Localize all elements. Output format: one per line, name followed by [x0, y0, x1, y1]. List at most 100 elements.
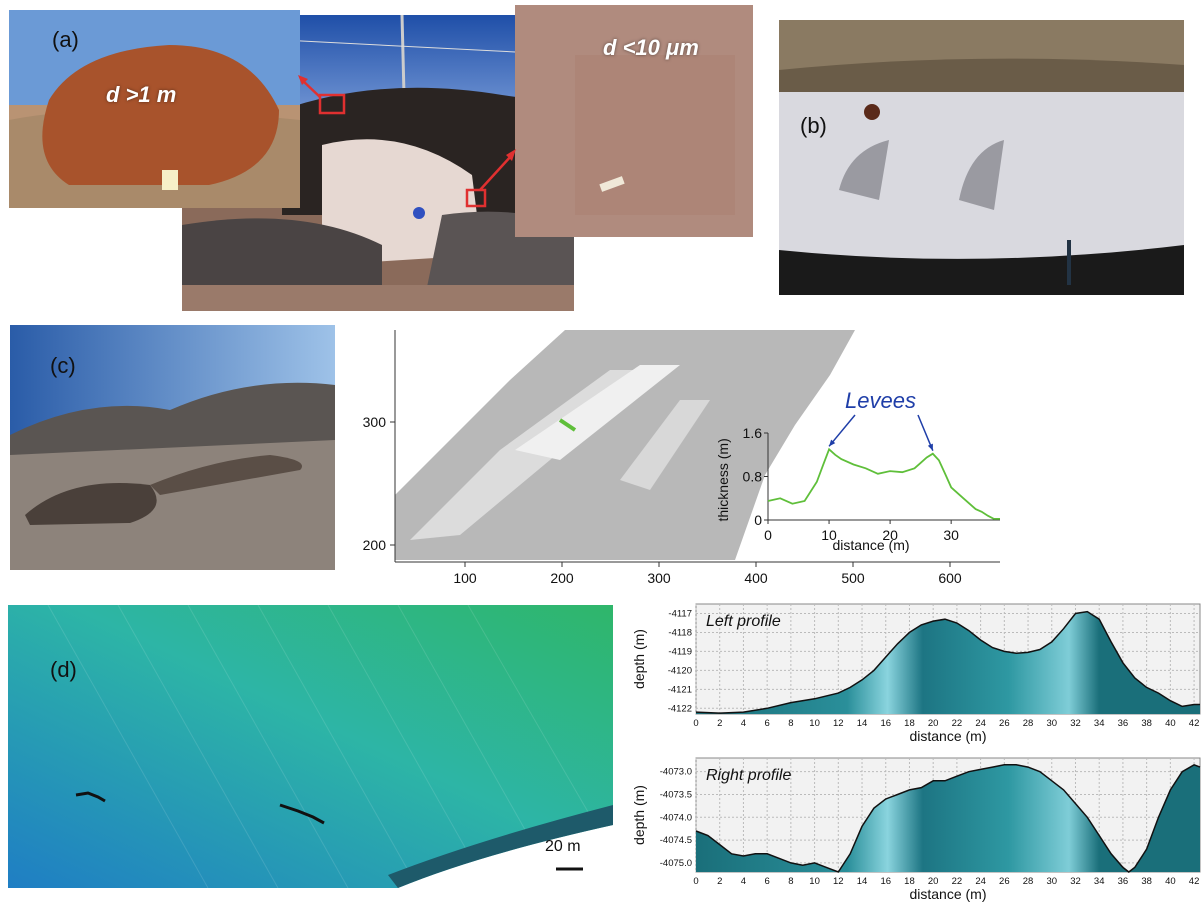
- profile-x-tick-label: 12: [833, 876, 844, 887]
- thickness-series-line: [767, 447, 1000, 520]
- profile-x-tick-label: 8: [788, 718, 793, 729]
- profile-x-tick-label: 38: [1141, 718, 1152, 729]
- profile-x-axis-title: distance (m): [909, 886, 986, 902]
- profile-x-tick-label: 16: [880, 876, 891, 887]
- thickness-x-tick-label: 0: [764, 527, 772, 543]
- thickness-y-tick-label: 1.6: [743, 425, 763, 441]
- profile-y-axis-title: depth (m): [631, 785, 647, 845]
- profile-x-tick-label: 20: [928, 718, 939, 729]
- dem-y-tick-label: 200: [363, 537, 387, 553]
- levee-arrow-left: [828, 414, 856, 447]
- fines-photo: [515, 5, 753, 237]
- profile-area: [696, 611, 1200, 714]
- profile-y-tick-label: -4073.5: [660, 789, 692, 800]
- profile-title: Left profile: [706, 613, 781, 630]
- profile-y-tick-label: -4117: [668, 608, 692, 619]
- thickness-chart: 0 10 20 30 0 0.8 1.6 distance (m) thickness (m) L…: [715, 388, 1000, 553]
- profile-y-tick-label: -4119: [668, 646, 692, 657]
- profile-x-axis-title: distance (m): [909, 728, 986, 744]
- profile-x-tick-label: 18: [904, 876, 915, 887]
- dem-x-tick-label: 400: [744, 570, 768, 585]
- thickness-x-tick-label: 10: [821, 527, 837, 543]
- profile-x-tick-label: 10: [809, 876, 820, 887]
- thickness-y-axis-title: thickness (m): [715, 438, 731, 521]
- dem-x-tick-label: 500: [841, 570, 865, 585]
- thickness-x-axis-title: distance (m): [833, 537, 910, 553]
- profile-x-tick-label: 36: [1118, 876, 1129, 887]
- profile-y-tick-label: -4121: [668, 684, 692, 695]
- profile-x-tick-label: 24: [975, 718, 986, 729]
- profile-y-tick-label: -4074.5: [660, 835, 692, 846]
- dem-x-tick-label: 100: [453, 570, 477, 585]
- profile-y-tick-label: -4118: [668, 627, 692, 638]
- profile-x-tick-label: 28: [1023, 876, 1034, 887]
- thickness-x-tick-label: 20: [882, 527, 898, 543]
- boulder-size-label: d >1 m: [106, 82, 177, 107]
- highlight-box-fines: [465, 188, 487, 208]
- profile-x-tick-label: 30: [1046, 718, 1057, 729]
- panel-label-d: (d): [50, 657, 77, 682]
- right-profile-chart: 0 2 4 6 8 10 12 14 16 18 20 22 24 26 28 30 32 34 36 38 40 42-…: [631, 757, 1201, 902]
- profile-x-tick-label: 34: [1094, 876, 1105, 887]
- levee-field-photo: [10, 325, 335, 570]
- profile-x-tick-label: 30: [1046, 876, 1057, 887]
- panel-label-c: (c): [50, 353, 76, 378]
- dem-x-tick-label: 200: [550, 570, 574, 585]
- profile-x-tick-label: 26: [999, 876, 1010, 887]
- profile-x-tick-label: 10: [809, 718, 820, 729]
- profile-x-tick-label: 22: [952, 876, 963, 887]
- bathymetry-map: [8, 605, 613, 888]
- profile-x-tick-label: 4: [741, 876, 746, 887]
- profile-x-tick-label: 2: [717, 876, 722, 887]
- profile-x-tick-label: 6: [765, 876, 770, 887]
- panel-label-b: (b): [800, 113, 827, 138]
- profile-x-tick-label: 32: [1070, 876, 1081, 887]
- profile-y-axis-title: depth (m): [631, 629, 647, 689]
- fines-size-label: d <10 μm: [603, 35, 699, 60]
- profile-x-tick-label: 40: [1165, 718, 1176, 729]
- profile-x-tick-label: 32: [1070, 718, 1081, 729]
- profile-x-tick-label: 14: [857, 718, 868, 729]
- profile-x-tick-label: 42: [1189, 876, 1200, 887]
- thickness-y-tick-label: 0: [754, 512, 762, 528]
- thickness-y-tick-label: 0.8: [743, 469, 763, 485]
- profile-line: [695, 763, 1201, 873]
- dem-y-tick-label: 300: [363, 414, 387, 430]
- profile-area: [696, 764, 1200, 872]
- profile-x-tick-label: 2: [717, 718, 722, 729]
- profile-line: [695, 610, 1200, 714]
- profile-x-tick-label: 12: [833, 718, 844, 729]
- levee-arrow-right-head: [927, 443, 933, 451]
- profile-x-tick-label: 4: [741, 718, 746, 729]
- profile-x-tick-label: 6: [765, 718, 770, 729]
- profile-transect-line: [558, 418, 577, 432]
- highlight-arrow-fines: [479, 154, 513, 191]
- profile-y-tick-label: -4075.0: [660, 858, 692, 869]
- highlight-annotations: [298, 75, 516, 208]
- profile-y-tick-label: -4120: [668, 665, 692, 676]
- dem-x-tick-label: 600: [938, 570, 962, 585]
- right-profile-trace: [279, 803, 325, 825]
- highlight-box-boulder: [318, 93, 346, 115]
- profile-x-tick-label: 40: [1165, 876, 1176, 887]
- deposit-photo: [779, 20, 1184, 295]
- profile-x-tick-label: 42: [1189, 718, 1200, 729]
- profile-x-tick-label: 0: [693, 876, 698, 887]
- thickness-x-tick-label: 30: [943, 527, 959, 543]
- profile-x-tick-label: 38: [1141, 876, 1152, 887]
- profile-title: Right profile: [706, 767, 791, 784]
- profile-y-tick-label: -4074.0: [660, 812, 692, 823]
- panel-label-a: (a): [52, 27, 79, 52]
- profile-x-tick-label: 22: [952, 718, 963, 729]
- profile-x-tick-label: 34: [1094, 718, 1105, 729]
- boulder-photo: [9, 10, 300, 208]
- profile-x-tick-label: 16: [880, 718, 891, 729]
- profile-x-tick-label: 20: [928, 876, 939, 887]
- scale-bar-label: 20 m: [545, 838, 581, 855]
- profile-x-tick-label: 24: [975, 876, 986, 887]
- levee-arrow-left-head: [829, 439, 836, 447]
- profile-x-tick-label: 14: [857, 876, 868, 887]
- highlight-arrow-boulder: [301, 79, 321, 98]
- profile-x-tick-label: 8: [788, 876, 793, 887]
